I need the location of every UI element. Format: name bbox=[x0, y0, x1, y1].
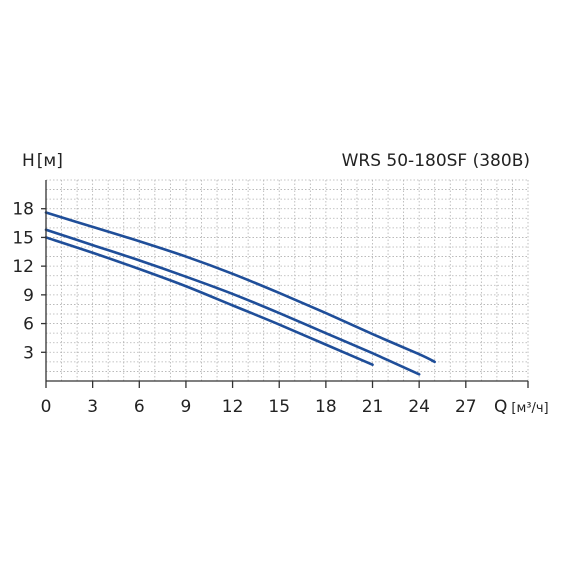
x-axis-label: Q bbox=[494, 397, 507, 417]
x-axis-title: Q [м³/ч] bbox=[494, 397, 549, 417]
y-tick-label: 15 bbox=[12, 228, 34, 248]
chart-title: WRS 50-180SF (380В) bbox=[342, 151, 530, 171]
pump-curve-3 bbox=[44, 236, 374, 367]
x-tick-label: 15 bbox=[268, 397, 290, 417]
x-tick-label: 21 bbox=[362, 397, 384, 417]
axes bbox=[41, 180, 529, 388]
y-tick-label: 6 bbox=[23, 315, 34, 335]
y-tick-label: 12 bbox=[12, 257, 34, 277]
x-tick-label: 3 bbox=[87, 397, 98, 417]
y-tick-label: 9 bbox=[23, 286, 34, 306]
x-tick-label: 12 bbox=[222, 397, 244, 417]
y-tick-label: 18 bbox=[12, 200, 34, 220]
y-axis-label: H bbox=[22, 151, 35, 171]
x-tick-label: 24 bbox=[408, 397, 430, 417]
x-tick-label: 0 bbox=[41, 397, 52, 417]
pump-curve-1 bbox=[44, 211, 437, 364]
grid bbox=[46, 179, 529, 381]
pump-curve-2 bbox=[44, 228, 421, 376]
y-tick-label: 3 bbox=[23, 343, 34, 363]
y-axis-unit: [м] bbox=[37, 151, 63, 171]
x-tick-label: 27 bbox=[455, 397, 477, 417]
x-tick-label: 18 bbox=[315, 397, 337, 417]
y-axis-title: H [м] bbox=[22, 151, 63, 171]
curves bbox=[44, 211, 437, 376]
x-tick-label: 6 bbox=[134, 397, 145, 417]
x-axis-unit: [м³/ч] bbox=[511, 401, 548, 416]
x-tick-label: 9 bbox=[181, 397, 192, 417]
x-tick-labels: 0 3 6 9 12 15 18 21 24 27 bbox=[41, 397, 477, 417]
y-tick-labels: 3 6 9 12 15 18 bbox=[12, 200, 34, 364]
